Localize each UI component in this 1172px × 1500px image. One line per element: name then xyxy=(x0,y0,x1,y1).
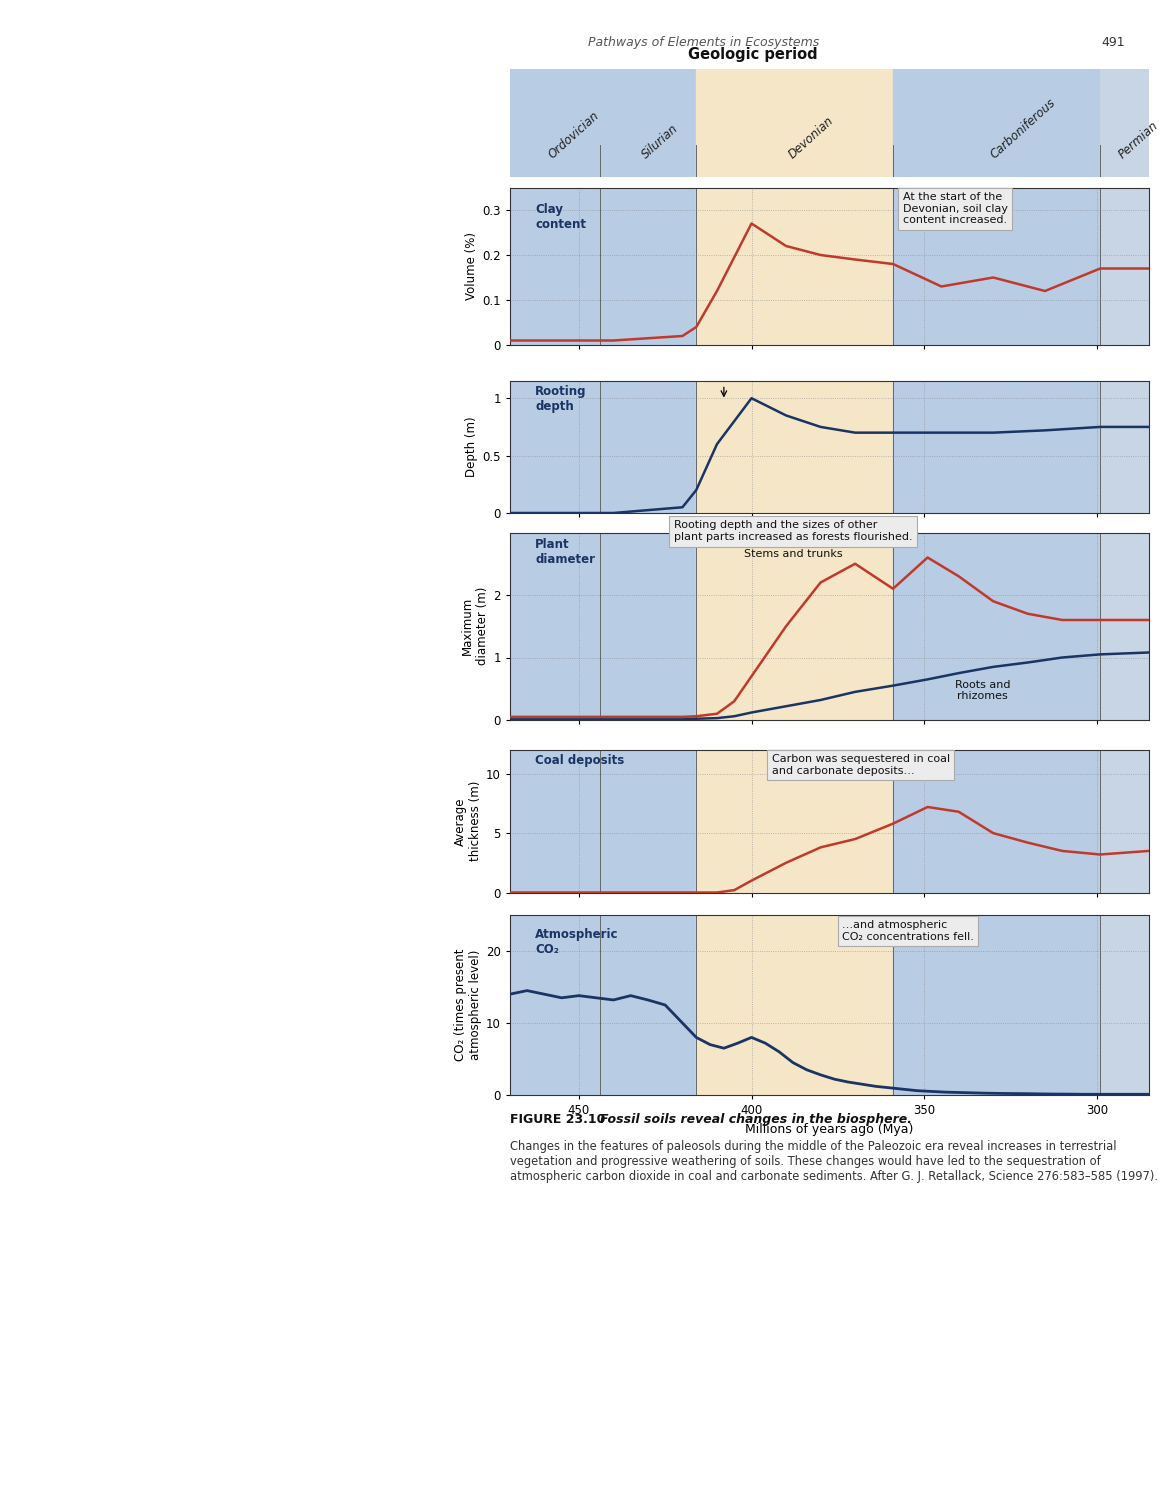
Text: Plant
diameter: Plant diameter xyxy=(536,538,595,566)
Text: Geologic period: Geologic period xyxy=(688,46,817,62)
Text: Ordovician: Ordovician xyxy=(546,108,602,160)
Text: Pathways of Elements in Ecosystems: Pathways of Elements in Ecosystems xyxy=(587,36,819,50)
Y-axis label: CO₂ (times present
atmospheric level): CO₂ (times present atmospheric level) xyxy=(454,950,482,1062)
Bar xyxy=(696,915,893,1095)
Y-axis label: Depth (m): Depth (m) xyxy=(465,417,478,477)
Bar xyxy=(893,381,1101,513)
Bar xyxy=(696,69,893,177)
X-axis label: Millions of years ago (Mya): Millions of years ago (Mya) xyxy=(745,1122,913,1136)
Bar xyxy=(893,915,1101,1095)
Text: Roots and
rhizomes: Roots and rhizomes xyxy=(955,680,1010,702)
Bar xyxy=(510,915,600,1095)
Bar xyxy=(510,532,600,720)
Bar xyxy=(600,69,696,177)
Bar xyxy=(1101,188,1149,345)
Text: 491: 491 xyxy=(1102,36,1125,50)
Bar xyxy=(696,381,893,513)
Bar xyxy=(600,750,696,892)
Text: Devonian: Devonian xyxy=(786,114,837,160)
Bar xyxy=(600,188,696,345)
Text: Clay
content: Clay content xyxy=(536,204,586,231)
Bar xyxy=(696,532,893,720)
Bar xyxy=(1101,532,1149,720)
Bar xyxy=(600,532,696,720)
Bar xyxy=(510,188,600,345)
Bar xyxy=(510,69,600,177)
Bar xyxy=(1101,915,1149,1095)
Bar xyxy=(696,750,893,892)
Bar xyxy=(893,750,1101,892)
Bar xyxy=(893,69,1101,177)
Text: Atmospheric
CO₂: Atmospheric CO₂ xyxy=(536,927,619,956)
Text: Permian: Permian xyxy=(1116,118,1160,160)
Text: Changes in the features of paleosols during the middle of the Paleozoic era reve: Changes in the features of paleosols dur… xyxy=(510,1140,1158,1184)
Bar xyxy=(510,381,600,513)
Bar xyxy=(893,188,1101,345)
Y-axis label: Volume (%): Volume (%) xyxy=(465,232,478,300)
Text: FIGURE 23.10: FIGURE 23.10 xyxy=(510,1113,614,1126)
Bar xyxy=(600,381,696,513)
Bar xyxy=(510,750,600,892)
Text: Coal deposits: Coal deposits xyxy=(536,754,625,768)
Bar xyxy=(1101,69,1149,177)
Bar xyxy=(696,188,893,345)
Bar xyxy=(1101,750,1149,892)
Text: Carbon was sequestered in coal
and carbonate deposits…: Carbon was sequestered in coal and carbo… xyxy=(771,754,949,776)
Text: Stems and trunks: Stems and trunks xyxy=(743,549,843,560)
Bar xyxy=(1101,381,1149,513)
Bar xyxy=(600,915,696,1095)
Text: Rooting
depth: Rooting depth xyxy=(536,386,587,412)
Text: …and atmospheric
CO₂ concentrations fell.: …and atmospheric CO₂ concentrations fell… xyxy=(841,921,974,942)
Y-axis label: Maximum
diameter (m): Maximum diameter (m) xyxy=(461,586,489,666)
Bar xyxy=(893,532,1101,720)
Text: Rooting depth and the sizes of other
plant parts increased as forests flourished: Rooting depth and the sizes of other pla… xyxy=(674,520,913,542)
Y-axis label: Average
thickness (m): Average thickness (m) xyxy=(454,782,482,861)
Text: At the start of the
Devonian, soil clay
content increased.: At the start of the Devonian, soil clay … xyxy=(902,192,1008,225)
Text: Silurian: Silurian xyxy=(639,122,681,160)
Text: Fossil soils reveal changes in the biosphere.: Fossil soils reveal changes in the biosp… xyxy=(600,1113,912,1126)
Text: Carboniferous: Carboniferous xyxy=(988,96,1058,160)
